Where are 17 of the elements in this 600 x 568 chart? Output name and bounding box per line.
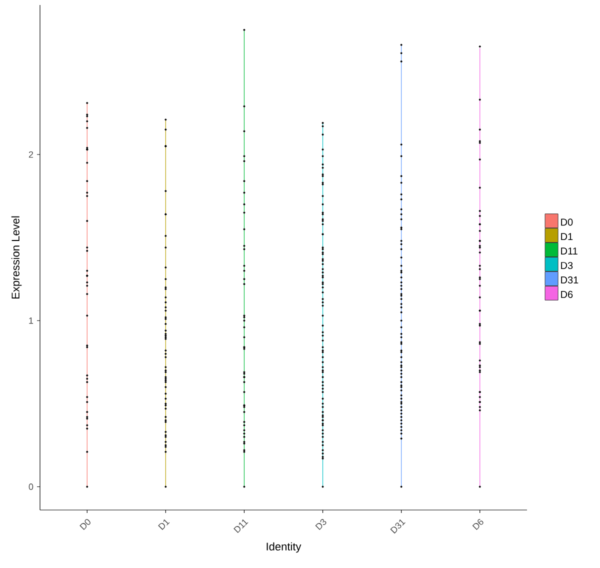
x-tick-label: D0 xyxy=(80,519,90,530)
x-tick-label: D11 xyxy=(234,519,248,534)
legend-label: D31 xyxy=(561,276,578,284)
x-tick-label: D1 xyxy=(158,519,170,530)
y-tick-label: 2 xyxy=(28,151,34,158)
legend-label: D1 xyxy=(561,233,573,240)
y-tick-label: 0 xyxy=(28,484,34,490)
x-tick-label: D3 xyxy=(315,519,326,530)
legend-label: D0 xyxy=(561,218,573,226)
y-tick-label: 1 xyxy=(29,318,34,324)
x-tick-label: D6 xyxy=(472,519,484,530)
legend-label: D11 xyxy=(561,248,578,254)
x-tick-label: D31 xyxy=(390,519,406,534)
y-axis-title: Expression Level xyxy=(11,216,22,298)
legend-label: D6 xyxy=(561,290,573,298)
legend-label: D3 xyxy=(561,262,573,270)
x-axis-title: Identity xyxy=(266,542,302,553)
